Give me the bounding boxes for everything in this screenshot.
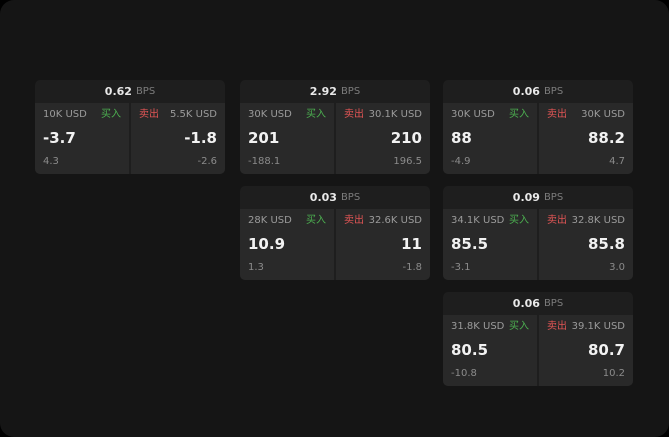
buy-panel[interactable]: 30K USD 买入 201 -188.1	[240, 103, 334, 174]
sell-size-label: 30.1K USD	[368, 109, 422, 120]
buy-price: 88	[451, 129, 472, 147]
quote-card: 0.03 BPS 28K USD 买入 10.9 1.3 卖出 32.6K US…	[240, 186, 430, 280]
buy-tag: 买入	[306, 215, 326, 226]
bps-unit-label: BPS	[543, 192, 564, 203]
sell-panel[interactable]: 卖出 30K USD 88.2 4.7	[539, 103, 633, 174]
buy-size-label: 30K USD	[451, 109, 495, 120]
panels: 30K USD 买入 201 -188.1 卖出 30.1K USD 210 1…	[240, 103, 430, 174]
buy-tag: 买入	[509, 215, 529, 226]
buy-size-label: 10K USD	[43, 109, 87, 120]
bps-unit-label: BPS	[135, 86, 156, 97]
buy-size-label: 31.8K USD	[451, 321, 505, 332]
bps-unit-label: BPS	[543, 298, 564, 309]
buy-panel[interactable]: 34.1K USD 买入 85.5 -3.1	[443, 209, 537, 280]
buy-delta: -4.9	[451, 156, 471, 167]
buy-delta: -3.1	[451, 262, 471, 273]
quote-card: 0.06 BPS 30K USD 买入 88 -4.9 卖出 30K USD 8…	[443, 80, 633, 174]
quote-card: 0.09 BPS 34.1K USD 买入 85.5 -3.1 卖出 32.8K…	[443, 186, 633, 280]
buy-panel[interactable]: 31.8K USD 买入 80.5 -10.8	[443, 315, 537, 386]
panels: 10K USD 买入 -3.7 4.3 卖出 5.5K USD -1.8 -2.…	[35, 103, 225, 174]
card-header: 0.06 BPS	[443, 80, 633, 103]
buy-size-label: 28K USD	[248, 215, 292, 226]
bps-value: 0.03	[309, 191, 337, 204]
quote-card: 0.62 BPS 10K USD 买入 -3.7 4.3 卖出 5.5K USD…	[35, 80, 225, 174]
sell-delta: 196.5	[393, 156, 422, 167]
sell-price: 210	[390, 129, 422, 147]
buy-price: 80.5	[451, 341, 489, 359]
sell-delta: 10.2	[602, 368, 625, 379]
sell-price: 11	[401, 235, 422, 253]
buy-delta: 1.3	[248, 262, 264, 273]
buy-panel[interactable]: 30K USD 买入 88 -4.9	[443, 103, 537, 174]
sell-panel[interactable]: 卖出 39.1K USD 80.7 10.2	[539, 315, 633, 386]
sell-size-label: 32.8K USD	[571, 215, 625, 226]
card-header: 0.62 BPS	[35, 80, 225, 103]
buy-delta: 4.3	[43, 156, 59, 167]
panels: 28K USD 买入 10.9 1.3 卖出 32.6K USD 11 -1.8	[240, 209, 430, 280]
card-header: 0.09 BPS	[443, 186, 633, 209]
bps-value: 2.92	[309, 85, 337, 98]
buy-delta: -10.8	[451, 368, 477, 379]
sell-delta: -2.6	[197, 156, 217, 167]
sell-panel[interactable]: 卖出 32.8K USD 85.8 3.0	[539, 209, 633, 280]
sell-tag: 卖出	[547, 321, 567, 332]
sell-price: 80.7	[587, 341, 625, 359]
bps-unit-label: BPS	[543, 86, 564, 97]
sell-tag: 卖出	[547, 109, 567, 120]
buy-size-label: 30K USD	[248, 109, 292, 120]
sell-price: -1.8	[184, 129, 217, 147]
buy-panel[interactable]: 28K USD 买入 10.9 1.3	[240, 209, 334, 280]
bps-value: 0.09	[512, 191, 540, 204]
panels: 31.8K USD 买入 80.5 -10.8 卖出 39.1K USD 80.…	[443, 315, 633, 386]
bps-value: 0.62	[104, 85, 132, 98]
sell-size-label: 32.6K USD	[368, 215, 422, 226]
buy-price: 10.9	[248, 235, 286, 253]
sell-size-label: 30K USD	[581, 109, 625, 120]
bps-value: 0.06	[512, 85, 540, 98]
panels: 34.1K USD 买入 85.5 -3.1 卖出 32.8K USD 85.8…	[443, 209, 633, 280]
buy-size-label: 34.1K USD	[451, 215, 505, 226]
buy-price: 201	[248, 129, 280, 147]
bps-unit-label: BPS	[340, 192, 361, 203]
sell-size-label: 5.5K USD	[169, 109, 217, 120]
sell-delta: -1.8	[402, 262, 422, 273]
sell-tag: 卖出	[344, 215, 364, 226]
sell-size-label: 39.1K USD	[571, 321, 625, 332]
sell-tag: 卖出	[547, 215, 567, 226]
quote-card: 0.06 BPS 31.8K USD 买入 80.5 -10.8 卖出 39.1…	[443, 292, 633, 386]
sell-price: 88.2	[587, 129, 625, 147]
sell-panel[interactable]: 卖出 32.6K USD 11 -1.8	[336, 209, 430, 280]
buy-tag: 买入	[509, 321, 529, 332]
sell-price: 85.8	[587, 235, 625, 253]
sell-delta: 4.7	[609, 156, 625, 167]
buy-delta: -188.1	[248, 156, 281, 167]
buy-tag: 买入	[306, 109, 326, 120]
buy-tag: 买入	[101, 109, 121, 120]
sell-panel[interactable]: 卖出 5.5K USD -1.8 -2.6	[131, 103, 225, 174]
panels: 30K USD 买入 88 -4.9 卖出 30K USD 88.2 4.7	[443, 103, 633, 174]
card-header: 0.03 BPS	[240, 186, 430, 209]
buy-panel[interactable]: 10K USD 买入 -3.7 4.3	[35, 103, 129, 174]
buy-price: -3.7	[43, 129, 76, 147]
buy-tag: 买入	[509, 109, 529, 120]
buy-price: 85.5	[451, 235, 489, 253]
sell-tag: 卖出	[139, 109, 159, 120]
sell-delta: 3.0	[609, 262, 625, 273]
card-header: 2.92 BPS	[240, 80, 430, 103]
sell-panel[interactable]: 卖出 30.1K USD 210 196.5	[336, 103, 430, 174]
bps-unit-label: BPS	[340, 86, 361, 97]
bps-value: 0.06	[512, 297, 540, 310]
card-header: 0.06 BPS	[443, 292, 633, 315]
quote-card: 2.92 BPS 30K USD 买入 201 -188.1 卖出 30.1K …	[240, 80, 430, 174]
sell-tag: 卖出	[344, 109, 364, 120]
